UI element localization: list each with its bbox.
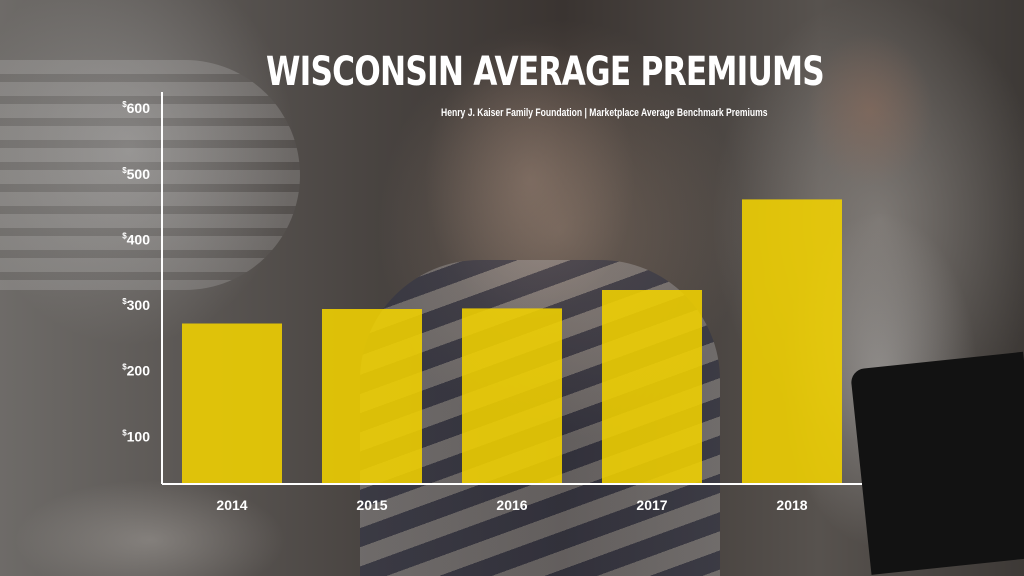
y-tick-label: $500 — [122, 166, 150, 182]
bars — [182, 199, 842, 484]
y-tick-label: $100 — [122, 428, 150, 444]
y-tick-label: $400 — [122, 232, 150, 248]
x-tick-label: 2016 — [496, 497, 527, 513]
x-tick-label: 2018 — [776, 497, 807, 513]
bar-2017 — [602, 290, 702, 484]
bar-2014 — [182, 323, 282, 484]
bar-2015 — [322, 309, 422, 484]
chart-subtitle: Henry J. Kaiser Family Foundation | Mark… — [441, 107, 768, 119]
bar-2016 — [462, 308, 562, 484]
y-axis-ticks: $100 $200 $300 $400 $500 $600 — [122, 100, 150, 444]
chart-title: WISCONSIN AVERAGE PREMIUMS — [266, 49, 825, 95]
x-tick-label: 2014 — [216, 497, 247, 513]
y-tick-label: $200 — [122, 363, 150, 379]
x-tick-label: 2015 — [356, 497, 387, 513]
x-axis-ticks: 2014 2015 2016 2017 2018 — [216, 497, 807, 513]
x-tick-label: 2017 — [636, 497, 667, 513]
bar-2018 — [742, 199, 842, 484]
y-tick-label: $300 — [122, 297, 150, 313]
y-tick-label: $600 — [122, 100, 150, 116]
